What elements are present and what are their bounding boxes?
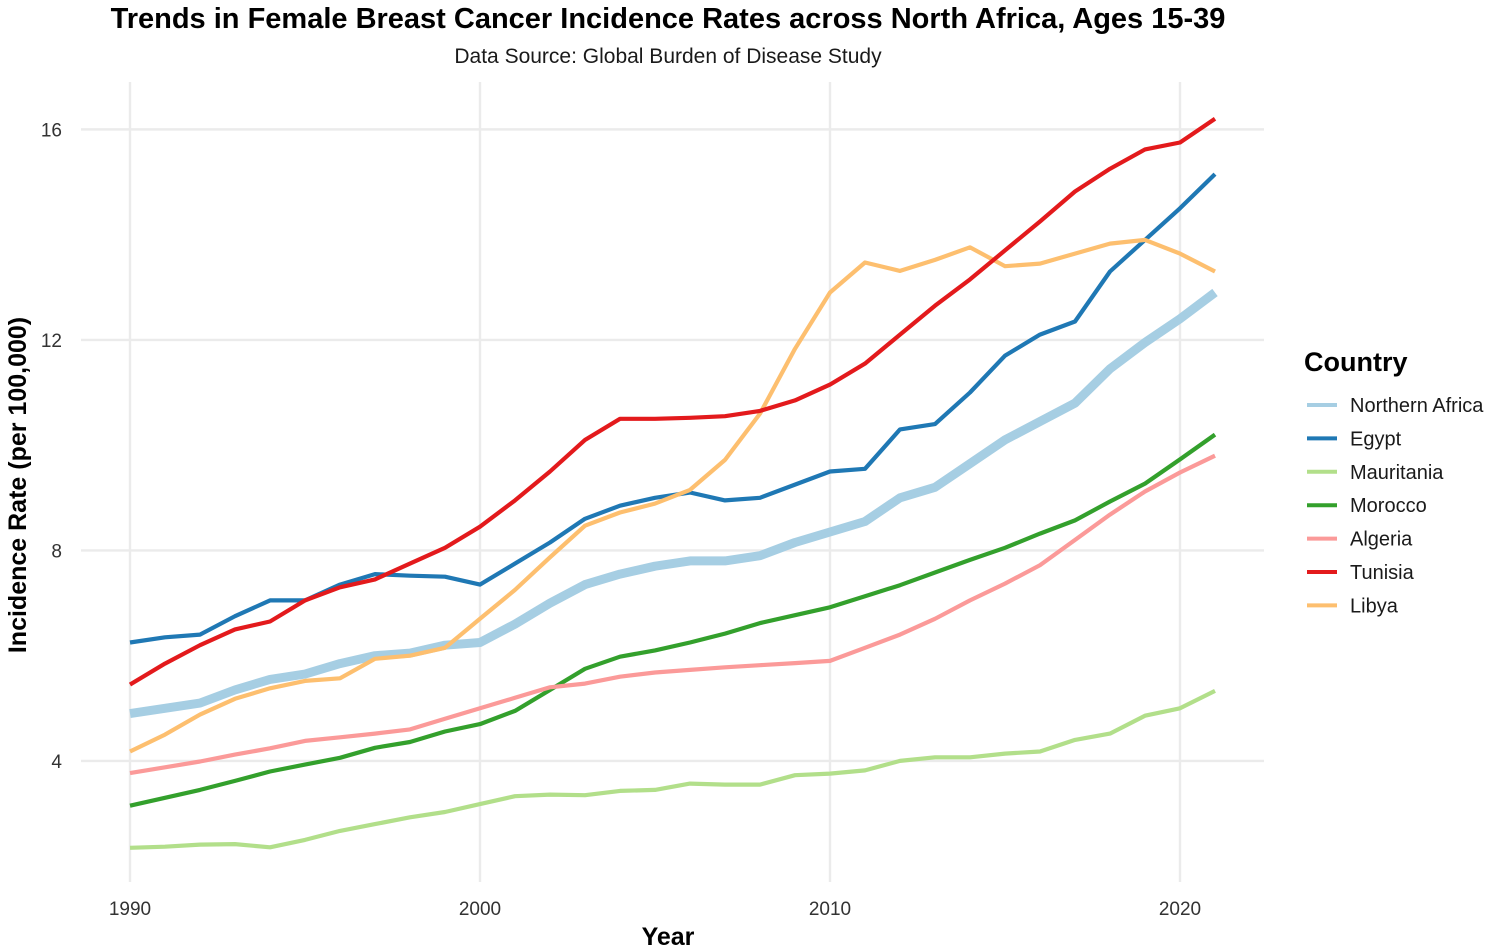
chart-title: Trends in Female Breast Cancer Incidence… <box>111 3 1226 35</box>
series-line-algeria <box>129 453 1216 776</box>
y-tick-label: 4 <box>51 752 62 773</box>
x-tick-label: 2000 <box>459 899 501 920</box>
legend-label: Mauritania <box>1350 462 1444 484</box>
series-line-libya <box>129 237 1216 754</box>
x-axis-ticks: 1990 2000 2010 2020 <box>109 899 1201 920</box>
series-line-morocco <box>129 432 1217 808</box>
gridlines <box>81 82 1264 882</box>
x-tick-label: 2020 <box>1159 899 1201 920</box>
legend-item-morocco: Morocco <box>1307 495 1427 517</box>
chart-subtitle: Data Source: Global Burden of Disease St… <box>454 45 882 68</box>
x-tick-label: 2010 <box>809 899 851 920</box>
series-line-northern-africa <box>129 288 1218 719</box>
legend-label: Tunisia <box>1350 562 1415 584</box>
legend-item-algeria: Algeria <box>1307 529 1413 551</box>
x-tick-label: 1990 <box>109 899 151 920</box>
y-axis-ticks: 4 8 12 16 <box>41 120 63 773</box>
legend-label: Northern Africa <box>1350 395 1484 417</box>
legend-item-libya: Libya <box>1307 595 1399 617</box>
series-line-mauritania <box>129 689 1216 850</box>
series-lines <box>128 117 1218 850</box>
x-axis-title: Year <box>642 923 695 951</box>
legend-label: Libya <box>1350 595 1399 617</box>
legend-item-egypt: Egypt <box>1307 428 1402 450</box>
legend-item-northern-africa: Northern Africa <box>1307 395 1484 417</box>
series-line-egypt <box>129 172 1217 645</box>
legend-item-tunisia: Tunisia <box>1307 562 1415 584</box>
y-tick-label: 8 <box>51 541 62 562</box>
y-axis-title: Incidence Rate (per 100,000) <box>4 317 32 653</box>
series-line-tunisia <box>128 117 1217 687</box>
y-tick-label: 16 <box>41 120 62 141</box>
legend-item-mauritania: Mauritania <box>1307 462 1444 484</box>
legend-label: Algeria <box>1350 529 1413 551</box>
legend-label: Morocco <box>1350 495 1427 517</box>
legend: Country Northern Africa Egypt Mauritania Mo… <box>1304 347 1484 617</box>
y-tick-label: 12 <box>41 331 62 352</box>
legend-title: Country <box>1304 347 1408 377</box>
legend-label: Egypt <box>1350 428 1402 450</box>
